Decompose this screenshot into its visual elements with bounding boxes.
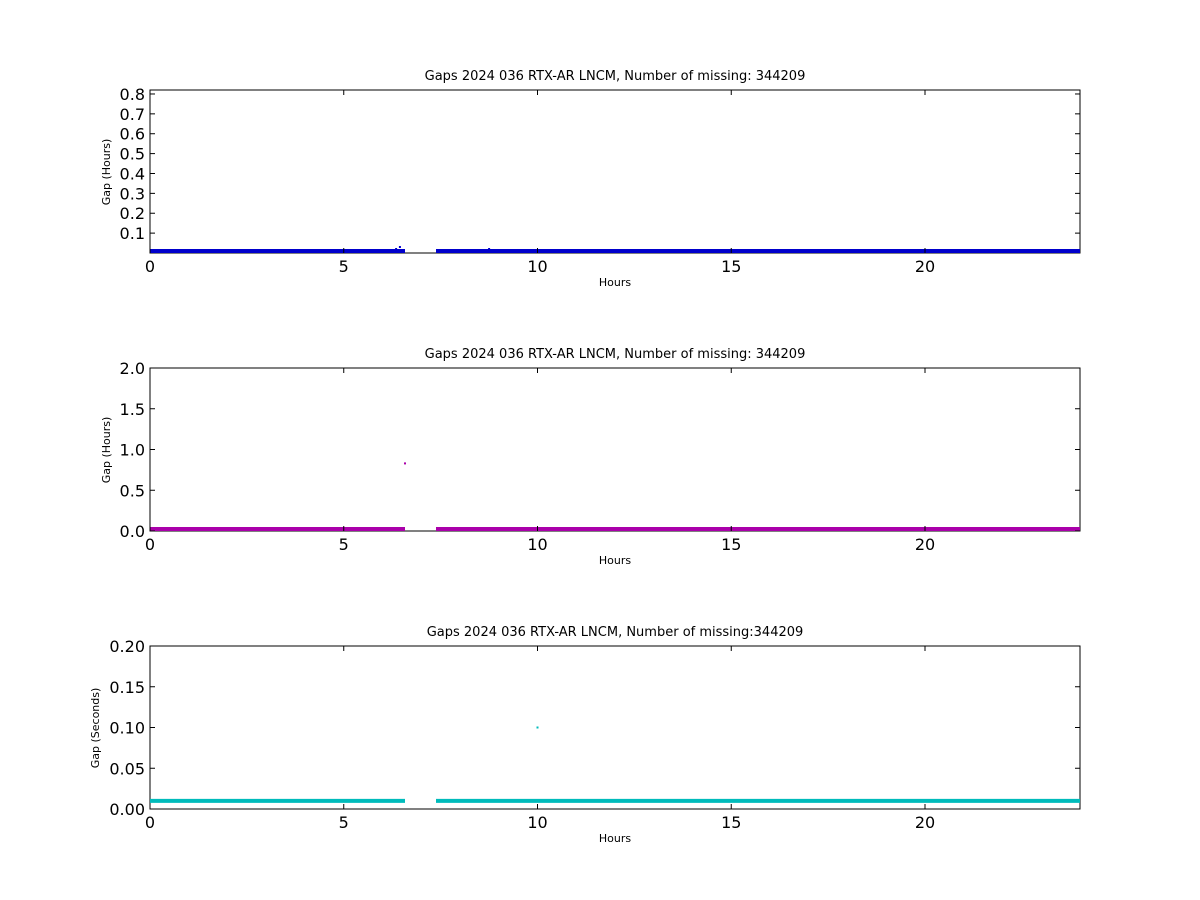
y-tick-label: 0.1: [120, 224, 145, 243]
y-tick-label: 1.5: [120, 400, 145, 419]
data-point: [488, 528, 490, 530]
chart-title: Gaps 2024 036 RTX-AR LNCM, Number of mis…: [425, 69, 806, 84]
y-tick-label: 0.20: [109, 637, 145, 656]
y-axis-label: Gap (Hours): [100, 417, 113, 484]
x-tick-label: 15: [721, 813, 741, 832]
x-tick-label: 20: [915, 535, 935, 554]
y-axis-label: Gap (Hours): [100, 139, 113, 206]
y-tick-label: 0.05: [109, 759, 145, 778]
data-point: [537, 727, 539, 729]
y-tick-label: 0.2: [120, 204, 145, 223]
x-tick-label: 20: [915, 813, 935, 832]
x-tick-label: 5: [339, 257, 349, 276]
x-tick-label: 0: [145, 257, 155, 276]
y-tick-label: 0.10: [109, 719, 145, 738]
y-tick-label: 0.15: [109, 678, 145, 697]
x-tick-label: 10: [527, 813, 547, 832]
x-tick-label: 5: [339, 535, 349, 554]
x-tick-label: 0: [145, 813, 155, 832]
y-tick-label: 0.3: [120, 184, 145, 203]
data-point: [395, 248, 397, 250]
x-tick-label: 10: [527, 535, 547, 554]
x-axis-label: Hours: [599, 276, 631, 289]
y-tick-label: 0.5: [120, 145, 145, 164]
x-tick-label: 0: [145, 535, 155, 554]
data-point: [399, 528, 401, 530]
y-tick-label: 0.6: [120, 125, 145, 144]
data-point: [488, 248, 490, 250]
data-point: [399, 246, 401, 248]
x-tick-label: 10: [527, 257, 547, 276]
y-tick-label: 0.00: [109, 800, 145, 819]
data-point: [404, 462, 406, 464]
y-tick-label: 0.5: [120, 481, 145, 500]
y-tick-label: 0.7: [120, 105, 145, 124]
y-tick-label: 1.0: [120, 441, 145, 460]
y-tick-label: 0.4: [120, 164, 145, 183]
y-tick-label: 0.8: [120, 85, 145, 104]
x-tick-label: 15: [721, 257, 741, 276]
x-tick-label: 5: [339, 813, 349, 832]
chart-title: Gaps 2024 036 RTX-AR LNCM, Number of mis…: [425, 347, 806, 362]
chart-title: Gaps 2024 036 RTX-AR LNCM, Number of mis…: [427, 625, 804, 640]
y-tick-label: 0.0: [120, 522, 145, 541]
x-axis-label: Hours: [599, 554, 631, 567]
y-tick-label: 2.0: [120, 359, 145, 378]
x-axis-label: Hours: [599, 832, 631, 845]
y-axis-label: Gap (Seconds): [89, 688, 102, 769]
x-tick-label: 20: [915, 257, 935, 276]
x-tick-label: 15: [721, 535, 741, 554]
data-point: [402, 250, 404, 252]
